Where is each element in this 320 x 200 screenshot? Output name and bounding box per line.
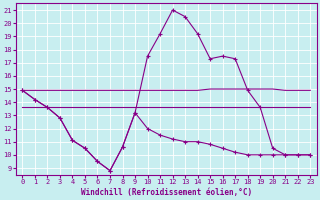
X-axis label: Windchill (Refroidissement éolien,°C): Windchill (Refroidissement éolien,°C) [81, 188, 252, 197]
